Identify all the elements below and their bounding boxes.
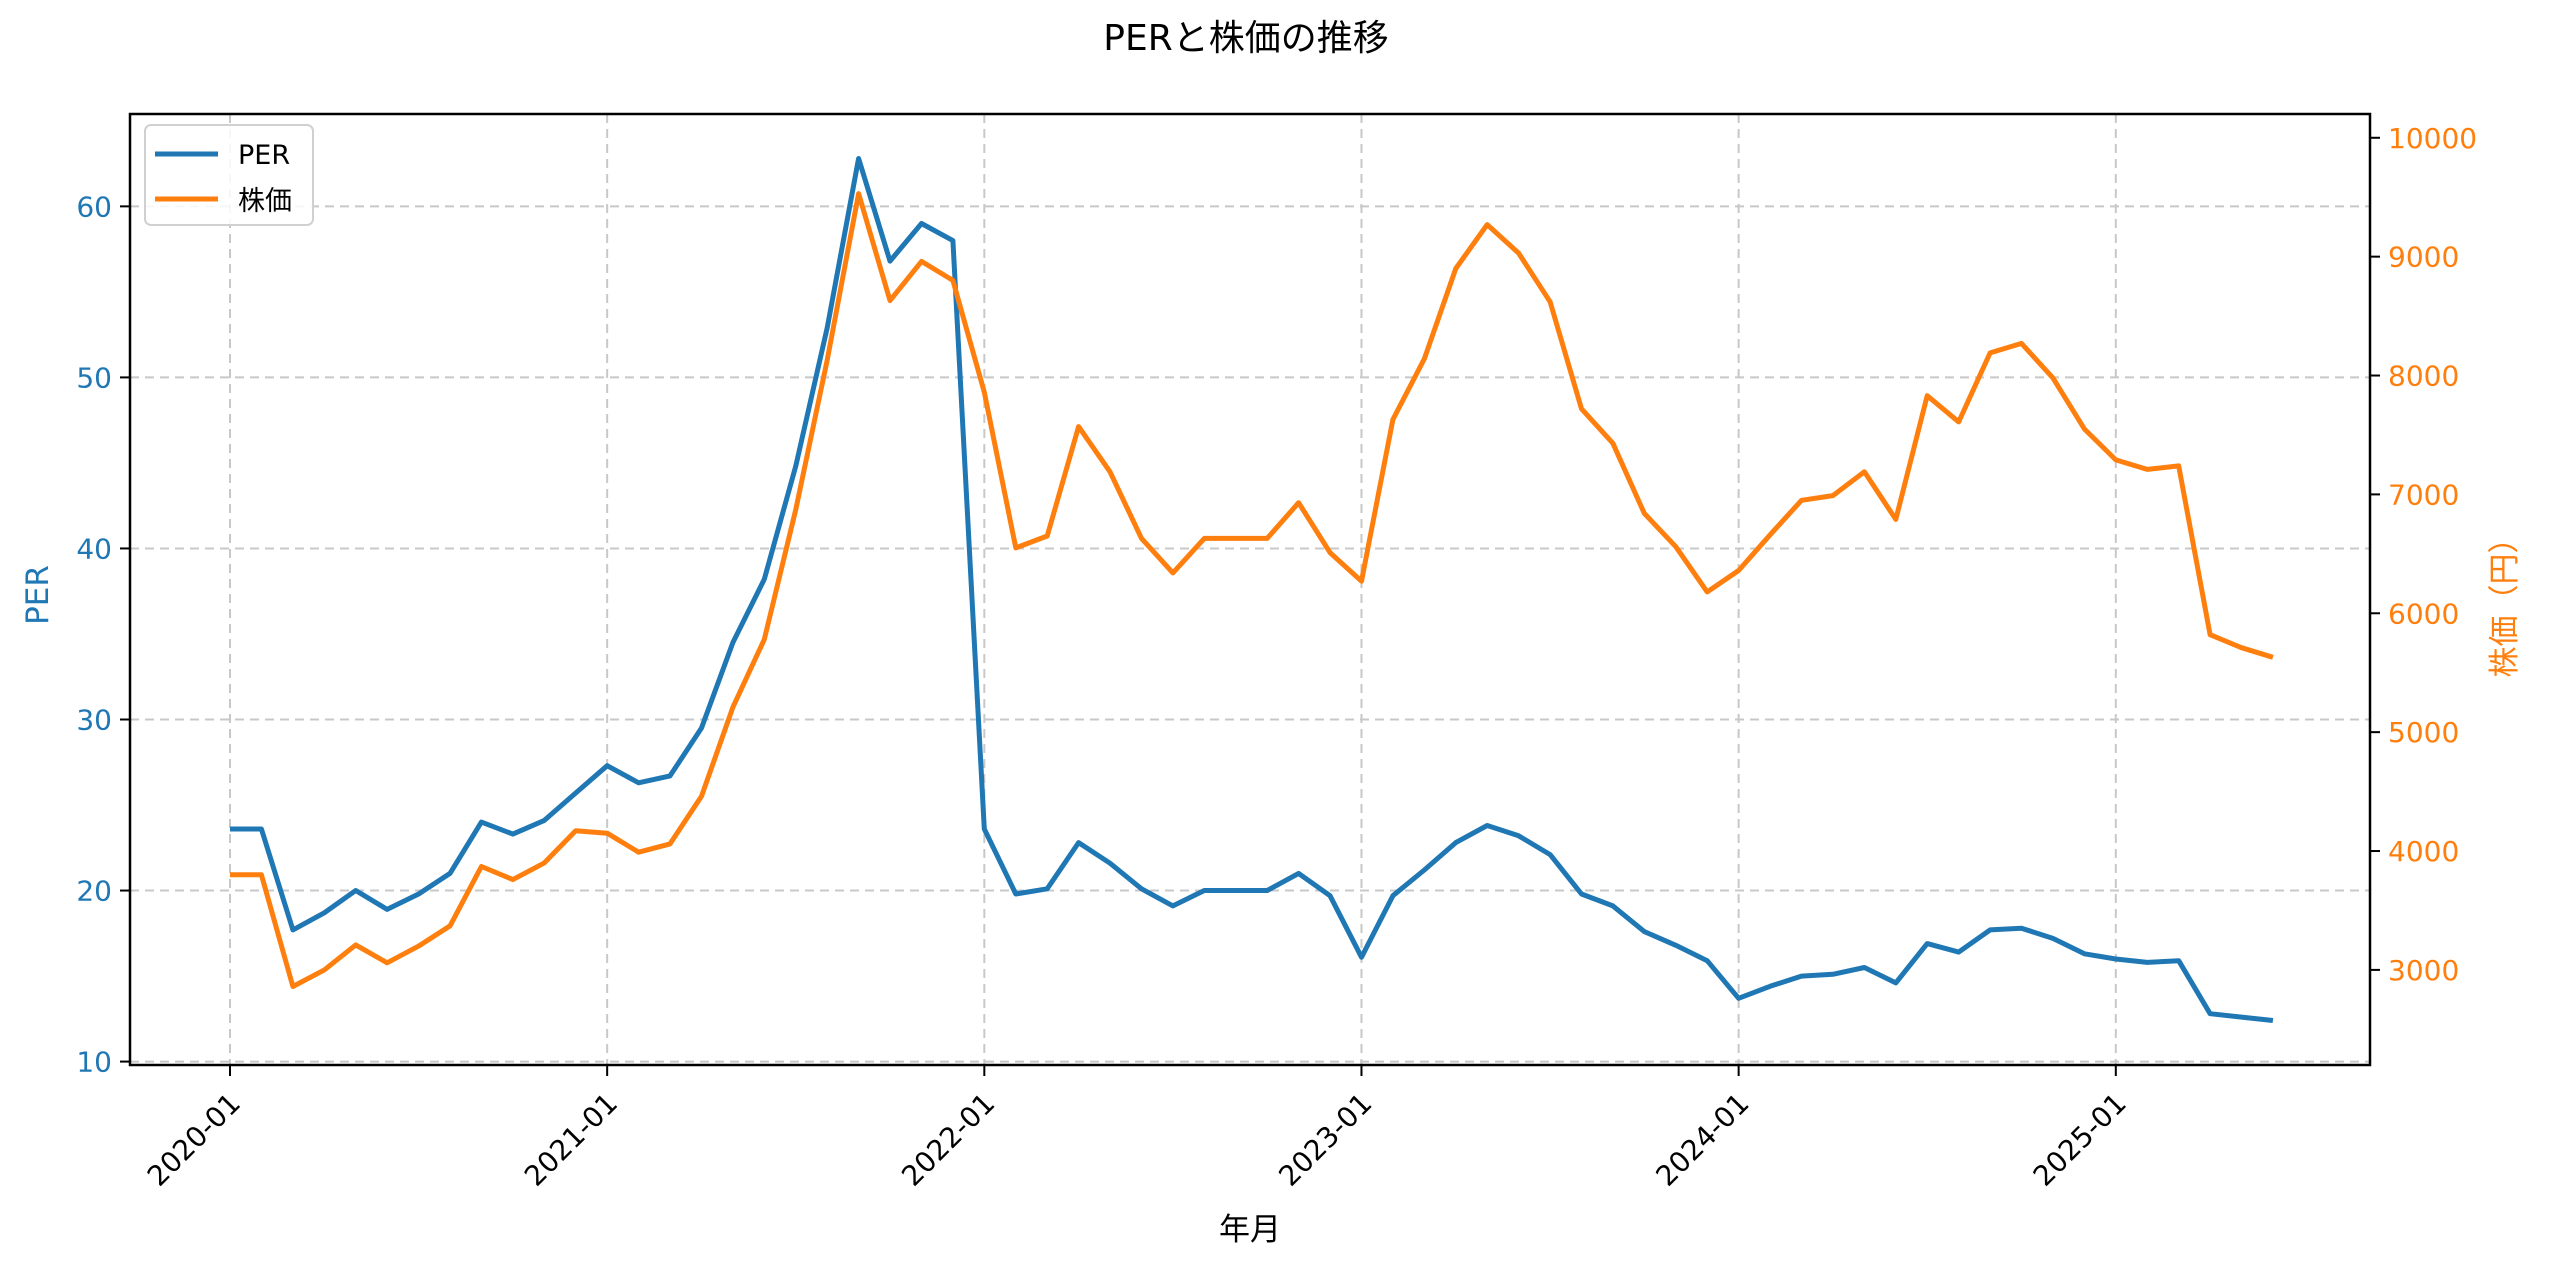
right-y-axis: 3000 4000 5000 6000 7000 8000 9000 10000	[2370, 122, 2477, 987]
chart-title: PERと株価の推移	[1103, 18, 1388, 59]
right-y-axis-label: 株価（円）	[2487, 523, 2523, 678]
left-axis-tick-label: 50	[76, 361, 112, 394]
left-y-axis-label: PER	[20, 565, 56, 625]
x-axis-label: 年月	[1219, 1212, 1281, 1248]
x-axis-tick-label: 2025-01	[2027, 1087, 2133, 1193]
left-y-axis: 10 20 30 40 50 60	[76, 190, 130, 1079]
legend-per-label: PER	[238, 140, 290, 171]
per-line	[230, 156, 2274, 1023]
right-axis-tick-label: 7000	[2388, 478, 2459, 511]
x-axis-tick-label: 2022-01	[895, 1087, 1001, 1193]
x-axis-tick-label: 2021-01	[518, 1087, 624, 1193]
left-axis-tick-label: 30	[76, 703, 112, 736]
x-axis-tick-label: 2024-01	[1650, 1087, 1756, 1193]
right-axis-tick-label: 4000	[2388, 835, 2459, 868]
right-axis-tick-label: 8000	[2388, 360, 2459, 393]
x-axis: 2020-01 2021-01 2022-01 2023-01 2024-01 2025-…	[141, 1065, 2133, 1193]
plot-lines	[230, 156, 2274, 1023]
legend-price-label: 株価	[238, 186, 292, 217]
left-axis-tick-label: 10	[76, 1046, 112, 1079]
grid-lines	[130, 114, 2370, 1065]
left-axis-tick-label: 60	[76, 190, 112, 223]
left-axis-tick-label: 20	[76, 875, 112, 908]
plot-frame	[128, 112, 2372, 1067]
right-axis-tick-label: 6000	[2388, 597, 2459, 630]
left-axis-tick-label: 40	[76, 532, 112, 565]
right-axis-tick-label: 5000	[2388, 716, 2459, 749]
x-axis-tick-label: 2023-01	[1272, 1087, 1378, 1193]
price-line	[230, 191, 2274, 989]
right-axis-tick-label: 10000	[2388, 122, 2477, 155]
x-axis-tick-label: 2020-01	[141, 1087, 247, 1193]
right-axis-tick-label: 3000	[2388, 954, 2459, 987]
legend: PER 株価	[144, 124, 314, 226]
right-axis-tick-label: 9000	[2388, 241, 2459, 274]
